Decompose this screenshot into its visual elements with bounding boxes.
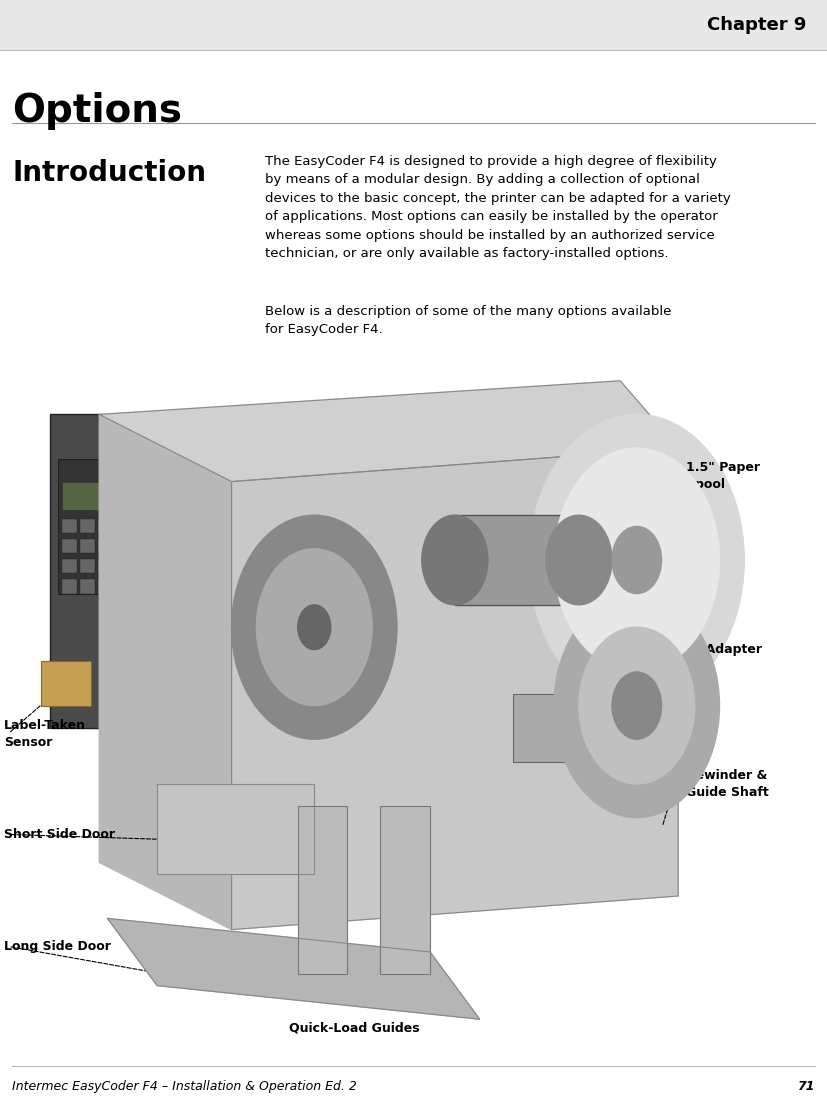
FancyBboxPatch shape bbox=[513, 694, 612, 762]
FancyBboxPatch shape bbox=[62, 579, 77, 594]
FancyBboxPatch shape bbox=[98, 539, 113, 553]
Text: Short Side Door: Short Side Door bbox=[4, 828, 115, 841]
FancyBboxPatch shape bbox=[62, 482, 124, 510]
Text: The EasyCoder F4 is designed to provide a high degree of flexibility
by means of: The EasyCoder F4 is designed to provide … bbox=[265, 155, 730, 260]
FancyBboxPatch shape bbox=[80, 519, 95, 533]
Text: Chapter 9: Chapter 9 bbox=[707, 16, 806, 35]
FancyBboxPatch shape bbox=[98, 559, 113, 573]
FancyBboxPatch shape bbox=[62, 559, 77, 573]
Polygon shape bbox=[108, 918, 480, 1019]
FancyBboxPatch shape bbox=[41, 661, 91, 706]
FancyBboxPatch shape bbox=[62, 539, 77, 553]
Text: Below is a description of some of the many options available
for EasyCoder F4.: Below is a description of some of the ma… bbox=[265, 305, 671, 336]
Circle shape bbox=[529, 414, 744, 706]
Circle shape bbox=[612, 526, 662, 594]
FancyBboxPatch shape bbox=[62, 519, 77, 533]
FancyBboxPatch shape bbox=[455, 515, 579, 605]
Circle shape bbox=[612, 672, 662, 739]
Text: 71: 71 bbox=[797, 1080, 815, 1093]
FancyBboxPatch shape bbox=[380, 806, 430, 974]
Text: 1.5" Paper
Spool: 1.5" Paper Spool bbox=[686, 461, 760, 491]
FancyBboxPatch shape bbox=[80, 579, 95, 594]
Text: Rewinder &
Guide Shaft: Rewinder & Guide Shaft bbox=[686, 769, 769, 799]
Circle shape bbox=[546, 515, 612, 605]
Circle shape bbox=[256, 549, 372, 706]
FancyBboxPatch shape bbox=[80, 539, 95, 553]
Circle shape bbox=[554, 448, 719, 672]
Circle shape bbox=[298, 605, 331, 650]
Text: Label-Taken
Sensor: Label-Taken Sensor bbox=[4, 719, 86, 748]
Polygon shape bbox=[157, 784, 314, 874]
FancyBboxPatch shape bbox=[80, 559, 95, 573]
Polygon shape bbox=[232, 448, 678, 930]
Text: Long Side Door: Long Side Door bbox=[4, 940, 111, 953]
Circle shape bbox=[554, 594, 719, 818]
FancyBboxPatch shape bbox=[98, 519, 113, 533]
Text: 3" Adapter: 3" Adapter bbox=[686, 643, 762, 656]
FancyBboxPatch shape bbox=[50, 414, 232, 728]
Text: Options: Options bbox=[12, 92, 183, 130]
Polygon shape bbox=[99, 381, 678, 482]
Circle shape bbox=[579, 627, 695, 784]
FancyBboxPatch shape bbox=[98, 579, 113, 594]
FancyBboxPatch shape bbox=[0, 0, 827, 50]
Circle shape bbox=[232, 515, 397, 739]
Polygon shape bbox=[99, 414, 232, 930]
FancyBboxPatch shape bbox=[58, 459, 132, 594]
Text: Quick-Load Guides: Quick-Load Guides bbox=[289, 1021, 420, 1035]
Text: Introduction: Introduction bbox=[12, 159, 207, 187]
FancyBboxPatch shape bbox=[298, 806, 347, 974]
Text: Intermec EasyCoder F4 – Installation & Operation Ed. 2: Intermec EasyCoder F4 – Installation & O… bbox=[12, 1080, 357, 1093]
Circle shape bbox=[422, 515, 488, 605]
